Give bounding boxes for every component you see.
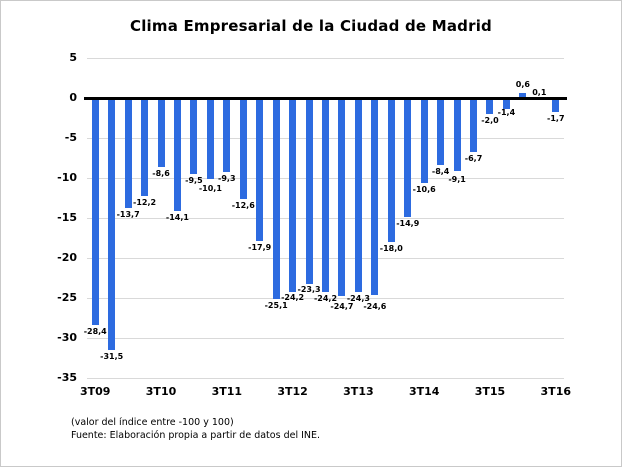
bar-value-label: -9,5 xyxy=(185,176,203,185)
bar-value-label: -24,7 xyxy=(330,301,354,311)
bar xyxy=(91,98,99,326)
bar-value-label: -28,4 xyxy=(83,327,107,337)
bar-value-label: -12,2 xyxy=(133,197,157,207)
bar-value-label: -25,1 xyxy=(264,300,288,310)
x-axis-tick-label: 3T16 xyxy=(540,385,571,398)
bar xyxy=(190,98,198,174)
bar-value-label: 0,6 xyxy=(515,80,530,90)
bar-value-label: -8,6 xyxy=(152,168,170,178)
chart-title: Clima Empresarial de la Ciudad de Madrid xyxy=(130,17,492,35)
x-axis-tick-label: 3T12 xyxy=(277,385,308,398)
bar-value-label: -1,7 xyxy=(547,113,565,123)
bar xyxy=(470,98,478,152)
bar xyxy=(256,98,264,242)
bar-value-label: -24,3 xyxy=(346,293,370,303)
gridline xyxy=(87,297,564,299)
bar-value-label: 0,1 xyxy=(532,88,547,98)
gridline xyxy=(87,337,564,339)
bar-value-label: -17,9 xyxy=(248,243,272,253)
bar xyxy=(289,98,297,292)
bar xyxy=(108,98,116,350)
y-axis-tick-label: -35 xyxy=(57,371,77,384)
x-axis-tick-label: 3T13 xyxy=(343,385,374,398)
y-axis-tick-label: 5 xyxy=(69,51,77,64)
gridline xyxy=(87,377,564,379)
bar xyxy=(124,98,132,208)
bar-value-label: -23,3 xyxy=(297,284,321,294)
bar xyxy=(272,98,280,299)
bar xyxy=(371,98,379,295)
y-axis-tick-label: -25 xyxy=(57,291,77,304)
y-axis-tick-label: -20 xyxy=(57,251,77,264)
bar-value-label: -24,6 xyxy=(363,301,387,311)
bar-value-label: -24,2 xyxy=(281,292,305,302)
bar xyxy=(223,98,231,173)
bar-value-label: -9,1 xyxy=(448,175,466,185)
bar-value-label: -9,3 xyxy=(218,174,236,184)
bar-value-label: -14,1 xyxy=(165,212,189,222)
bar xyxy=(354,98,362,293)
x-axis-tick-label: 3T11 xyxy=(211,385,243,398)
bar xyxy=(387,98,395,242)
bar-value-label: -2,0 xyxy=(481,116,499,125)
bar xyxy=(519,93,527,98)
x-axis-tick-label: 3T09 xyxy=(79,385,111,398)
bar-value-label: -1,4 xyxy=(497,108,516,117)
bar xyxy=(173,98,181,211)
bar xyxy=(502,98,510,110)
bar xyxy=(322,98,329,292)
bar-value-label: -10,1 xyxy=(198,184,222,193)
bar xyxy=(141,98,149,196)
bar-value-label: -31,5 xyxy=(100,352,124,361)
bar xyxy=(157,98,165,167)
bar-value-label: -8,4 xyxy=(431,167,450,177)
bar-value-label: -6,7 xyxy=(464,153,483,163)
y-axis-tick-label: -30 xyxy=(57,331,77,344)
bar xyxy=(437,98,445,166)
x-axis-tick-label: 3T14 xyxy=(408,385,440,398)
bar xyxy=(420,98,428,183)
bar xyxy=(486,98,494,114)
y-axis-tick-label: -5 xyxy=(64,131,77,144)
x-axis-tick-label: 3T10 xyxy=(145,385,177,398)
x-axis-tick-label: 3T15 xyxy=(474,385,506,398)
y-axis-tick-label: 0 xyxy=(69,91,77,104)
bar xyxy=(206,98,214,179)
gridline xyxy=(87,57,564,59)
bar xyxy=(453,98,461,171)
bar xyxy=(239,98,247,199)
bar xyxy=(305,98,313,285)
bar-value-label: -14,9 xyxy=(396,219,420,229)
bar-value-label: -10,6 xyxy=(412,184,436,194)
bar-value-label: -13,7 xyxy=(116,209,140,219)
bar-value-label: -12,6 xyxy=(231,200,255,210)
bar xyxy=(404,98,412,218)
y-axis-tick-label: -10 xyxy=(57,171,77,184)
footnote-index-range: (valor del índice entre -100 y 100) xyxy=(71,417,234,428)
bar-value-label: -24,2 xyxy=(313,293,338,303)
bar-value-label: -18,0 xyxy=(379,244,403,253)
bar xyxy=(552,98,560,112)
footnote-source: Fuente: Elaboración propia a partir de d… xyxy=(71,430,321,441)
bar xyxy=(338,98,346,296)
x-axis-zero-line xyxy=(84,96,567,100)
y-axis-tick-label: -15 xyxy=(57,211,77,224)
